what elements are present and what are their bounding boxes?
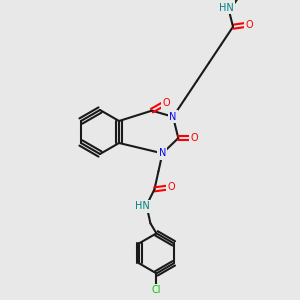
Text: N: N <box>169 112 177 122</box>
Text: O: O <box>162 98 170 108</box>
Text: O: O <box>168 182 175 192</box>
Text: HN: HN <box>219 3 233 13</box>
Text: N: N <box>159 148 166 158</box>
Text: HN: HN <box>135 201 150 212</box>
Text: O: O <box>245 20 253 30</box>
Text: Cl: Cl <box>152 285 161 296</box>
Text: O: O <box>190 133 198 143</box>
